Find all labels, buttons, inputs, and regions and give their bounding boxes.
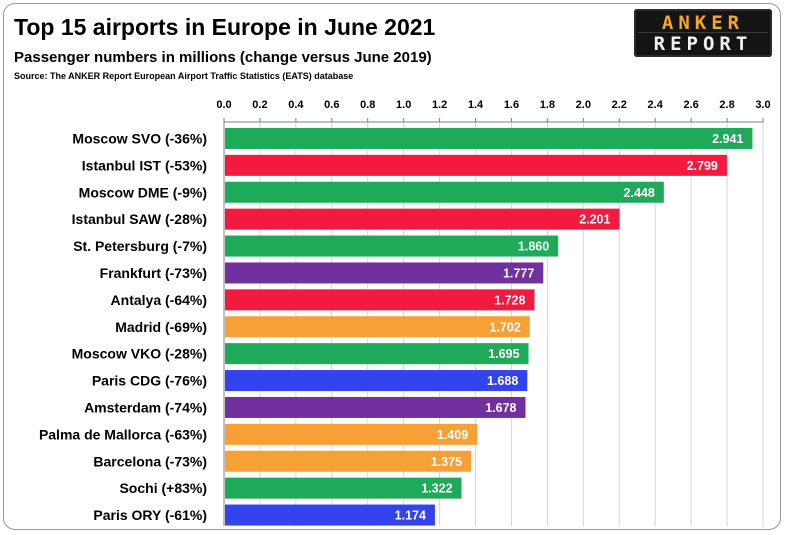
bar (225, 289, 535, 311)
bar (225, 262, 544, 284)
logo-line-bottom: REPORT (653, 33, 753, 55)
x-tick-label: 3.0 (755, 99, 770, 111)
x-tick-label: 0.8 (360, 99, 375, 111)
category-label: Paris ORY (-61%) (93, 507, 207, 523)
bar (225, 396, 526, 418)
bar (225, 450, 472, 472)
category-label: Paris CDG (-76%) (92, 373, 207, 389)
x-tick-label: 2.6 (683, 99, 698, 111)
bar-value-label: 2.799 (687, 159, 718, 173)
bar (225, 127, 753, 149)
x-tick-label: 0.6 (324, 99, 339, 111)
bar-value-label: 1.688 (487, 374, 518, 388)
bar-value-label: 2.448 (624, 186, 655, 200)
category-label: Moscow DME (-9%) (79, 184, 207, 200)
x-tick-label: 2.8 (719, 99, 734, 111)
bar (225, 477, 462, 499)
bar-value-label: 1.777 (503, 266, 534, 280)
chart-source: Source: The ANKER Report European Airpor… (14, 71, 354, 81)
category-label: Istanbul IST (-53%) (82, 157, 207, 173)
x-tick-label: 1.4 (468, 99, 484, 111)
bar-value-label: 2.941 (712, 132, 743, 146)
category-label: Sochi (+83%) (119, 480, 207, 496)
bar-value-label: 1.375 (431, 455, 462, 469)
bar-value-label: 1.174 (395, 509, 426, 523)
bar-value-label: 1.678 (485, 401, 516, 415)
bar (225, 154, 727, 176)
bar (225, 235, 559, 257)
bar-value-label: 1.702 (490, 320, 521, 334)
bar (225, 370, 528, 392)
x-tick-label: 2.2 (612, 99, 627, 111)
bar (225, 504, 435, 526)
x-tick-label: 1.8 (540, 99, 555, 111)
category-label: Antalya (-64%) (111, 292, 207, 308)
category-label: Madrid (-69%) (115, 319, 207, 335)
bar (225, 208, 620, 230)
x-tick-label: 0.0 (216, 99, 231, 111)
x-tick-label: 2.4 (648, 99, 664, 111)
x-tick-label: 0.4 (288, 99, 304, 111)
bar-value-label: 1.322 (421, 482, 452, 496)
chart-title: Top 15 airports in Europe in June 2021 (14, 14, 436, 40)
x-tick-label: 1.0 (396, 99, 411, 111)
logo-divider (638, 32, 768, 33)
x-tick-label: 1.2 (432, 99, 447, 111)
category-label: St. Petersburg (-7%) (73, 238, 207, 254)
x-tick-label: 0.2 (252, 99, 267, 111)
chart-subtitle: Passenger numbers in millions (change ve… (14, 49, 432, 66)
bar (225, 316, 530, 338)
category-label: Frankfurt (-73%) (100, 265, 207, 281)
bar-value-label: 1.728 (494, 293, 525, 307)
category-label: Moscow SVO (-36%) (72, 130, 207, 146)
bar-value-label: 2.201 (579, 213, 610, 227)
x-tick-label: 2.0 (576, 99, 591, 111)
category-label: Moscow VKO (-28%) (72, 346, 207, 362)
bar (225, 343, 529, 365)
category-label: Palma de Mallorca (-63%) (39, 426, 207, 442)
bar-value-label: 1.695 (488, 347, 519, 361)
bar-value-label: 1.860 (518, 240, 549, 254)
category-label: Barcelona (-73%) (93, 453, 207, 469)
bar-value-label: 1.409 (437, 428, 468, 442)
category-label: Amsterdam (-74%) (84, 399, 207, 415)
logo-line-top: ANKER (661, 12, 745, 34)
category-label: Istanbul SAW (-28%) (72, 211, 207, 227)
x-tick-label: 1.6 (504, 99, 519, 111)
bar (225, 423, 478, 445)
bar (225, 181, 664, 203)
anker-report-logo: ANKER REPORT (634, 9, 772, 57)
